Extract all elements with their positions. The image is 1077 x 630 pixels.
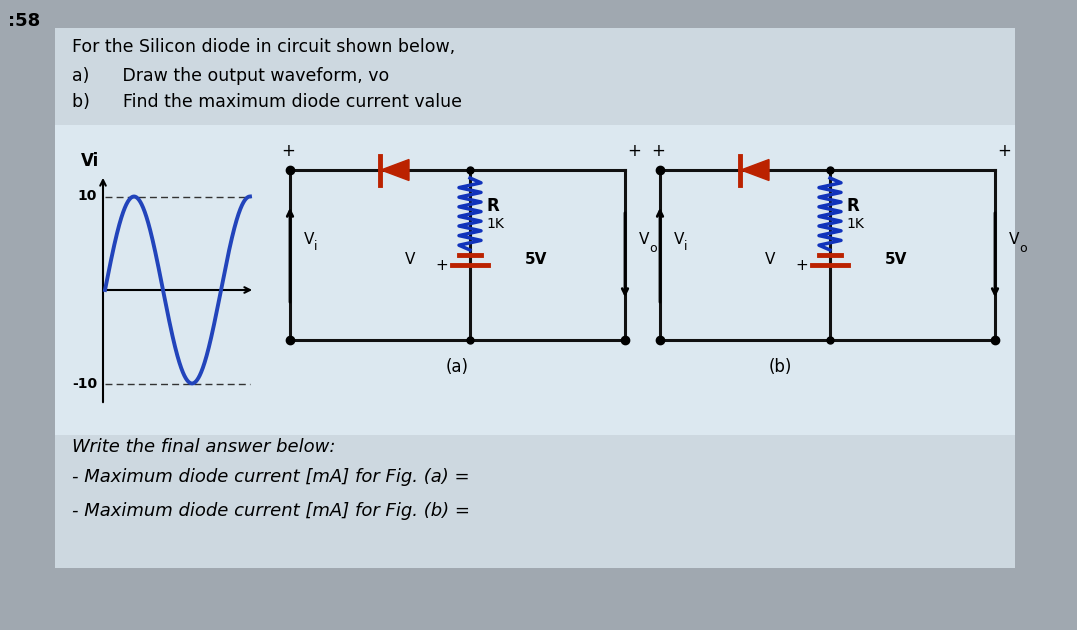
Text: +: + — [795, 258, 808, 273]
Text: +: + — [435, 258, 448, 273]
Text: o: o — [1019, 241, 1026, 255]
Text: +: + — [997, 142, 1011, 160]
Polygon shape — [741, 159, 769, 181]
Bar — [55, 125, 1015, 435]
Text: i: i — [684, 241, 687, 253]
Text: R: R — [847, 197, 858, 215]
Text: i: i — [314, 241, 318, 253]
Text: V: V — [304, 232, 314, 248]
Text: o: o — [649, 241, 657, 255]
Text: Write the final answer below:: Write the final answer below: — [72, 438, 336, 456]
Text: V: V — [639, 232, 649, 248]
Text: V: V — [674, 232, 684, 248]
Text: Vi: Vi — [81, 152, 99, 170]
Text: :58: :58 — [8, 12, 40, 30]
Text: - Maximum diode current [mA] for Fig. (b) =: - Maximum diode current [mA] for Fig. (b… — [72, 502, 470, 520]
Text: For the Silicon diode in circuit shown below,: For the Silicon diode in circuit shown b… — [72, 38, 456, 56]
Text: 1K: 1K — [486, 217, 504, 231]
Text: b)      Find the maximum diode current value: b) Find the maximum diode current value — [72, 93, 462, 111]
Text: +: + — [281, 142, 295, 160]
Text: (b): (b) — [768, 358, 792, 376]
Text: -10: -10 — [72, 377, 97, 391]
Text: V: V — [1009, 232, 1019, 248]
Text: V: V — [405, 253, 415, 268]
Text: (a): (a) — [446, 358, 468, 376]
Text: 1K: 1K — [847, 217, 864, 231]
Text: V: V — [765, 253, 775, 268]
Text: +: + — [652, 142, 665, 160]
Text: 10: 10 — [78, 190, 97, 203]
Text: +: + — [627, 142, 641, 160]
Bar — [55, 28, 1015, 568]
Text: R: R — [486, 197, 499, 215]
Text: - Maximum diode current [mA] for Fig. (a) =: - Maximum diode current [mA] for Fig. (a… — [72, 468, 470, 486]
Text: 5V: 5V — [885, 253, 908, 268]
Text: a)      Draw the output waveform, vo: a) Draw the output waveform, vo — [72, 67, 389, 85]
Text: 5V: 5V — [524, 253, 547, 268]
Polygon shape — [381, 159, 409, 181]
